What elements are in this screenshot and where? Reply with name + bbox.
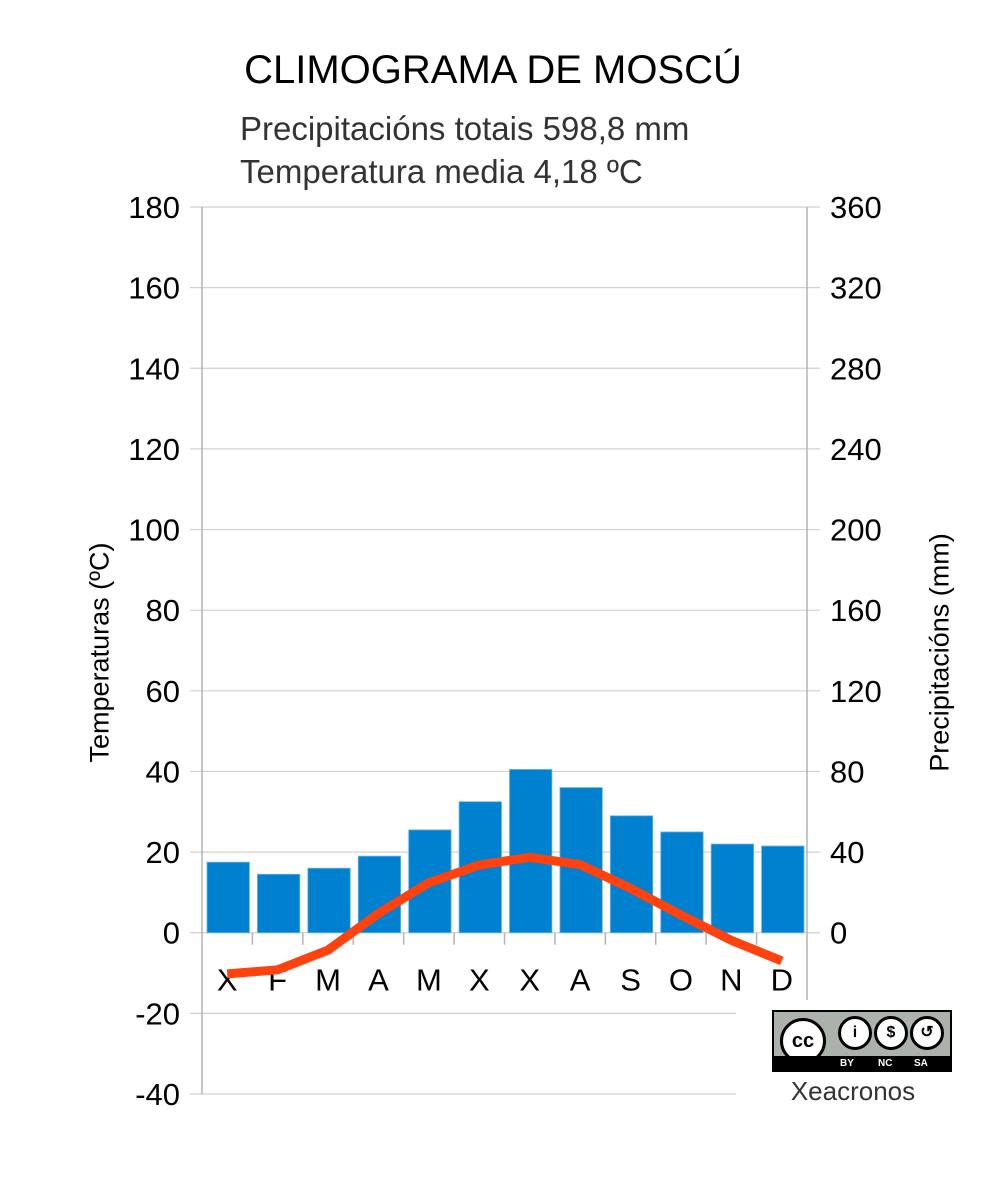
sharealike-icon: ↺ bbox=[910, 1016, 944, 1050]
x-tick-label: M bbox=[315, 963, 341, 998]
license-nc: NC bbox=[878, 1058, 893, 1069]
temperature-line-path bbox=[226, 852, 784, 979]
x-tick-label: A bbox=[570, 963, 591, 998]
precipitation-bar bbox=[307, 867, 351, 934]
x-tick-label: O bbox=[669, 963, 693, 998]
y-tick-right: 320 bbox=[830, 271, 882, 306]
y-tick-right: 80 bbox=[830, 754, 864, 789]
y-tick-left: 180 bbox=[128, 190, 180, 225]
y-tick-right: 280 bbox=[830, 351, 882, 386]
y-tick-right: 40 bbox=[830, 835, 864, 870]
x-tick-label: A bbox=[368, 963, 389, 998]
license-sa: SA bbox=[914, 1058, 928, 1069]
y-tick-left: 80 bbox=[146, 593, 180, 628]
noncommercial-dollar-icon: $ bbox=[874, 1016, 908, 1050]
y-tick-left: 120 bbox=[128, 432, 180, 467]
chart-title: CLIMOGRAMA DE MOSCÚ bbox=[244, 48, 742, 92]
y-tick-left: 0 bbox=[163, 916, 180, 951]
y-tick-right: 360 bbox=[830, 190, 882, 225]
y-axis-ticks-left: 180 160 140 120 100 80 60 40 20 0 -20 -40 bbox=[128, 190, 180, 1112]
y-tick-right: 200 bbox=[830, 513, 882, 548]
precipitation-bar bbox=[761, 845, 805, 934]
y-tick-right: 120 bbox=[830, 674, 882, 709]
cc-by-nc-sa-badge[interactable]: cc i $ ↺ BY NC SA bbox=[772, 1010, 952, 1072]
x-tick-label: M bbox=[416, 963, 442, 998]
x-tick-label: N bbox=[720, 963, 742, 998]
y-tick-left: -40 bbox=[135, 1077, 180, 1112]
y-tick-left: 140 bbox=[128, 351, 180, 386]
precipitation-bars bbox=[206, 769, 805, 934]
attribution-person-icon: i bbox=[838, 1016, 872, 1050]
x-tick-label: D bbox=[771, 963, 793, 998]
x-tick-label: X bbox=[217, 963, 238, 998]
license-by: BY bbox=[840, 1058, 854, 1069]
y-tick-left: 40 bbox=[146, 754, 180, 789]
x-tick-label: X bbox=[469, 963, 490, 998]
y-axis-ticks-right: 360 320 280 240 200 160 120 80 40 0 bbox=[830, 190, 882, 951]
license-block: cc i $ ↺ BY NC SA Xeacronos bbox=[736, 1000, 970, 1112]
y-tick-right: 240 bbox=[830, 432, 882, 467]
precipitation-bar bbox=[509, 769, 553, 934]
gridlines bbox=[190, 206, 820, 1095]
subtitle-temperature: Temperatura media 4,18 ºC bbox=[240, 153, 643, 190]
x-tick-label: S bbox=[620, 963, 641, 998]
y-tick-right: 160 bbox=[830, 593, 882, 628]
precipitation-bar bbox=[609, 815, 654, 934]
precipitation-bar bbox=[257, 873, 301, 934]
y-tick-right: 0 bbox=[830, 916, 847, 951]
y-tick-left: 160 bbox=[128, 271, 180, 306]
y-tick-left: -20 bbox=[135, 996, 180, 1031]
precipitation-bar bbox=[710, 843, 754, 934]
y-tick-left: 20 bbox=[146, 835, 180, 870]
precipitation-bar bbox=[206, 861, 250, 934]
author-name: Xeacronos bbox=[790, 1076, 916, 1106]
temperature-line bbox=[226, 852, 784, 979]
x-tick-label: X bbox=[519, 963, 540, 998]
y-tick-left: 100 bbox=[128, 513, 180, 548]
y-tick-left: 60 bbox=[146, 674, 180, 709]
subtitle-precipitation: Precipitacións totais 598,8 mm bbox=[240, 110, 690, 147]
license-bar: BY NC SA bbox=[774, 1056, 950, 1070]
